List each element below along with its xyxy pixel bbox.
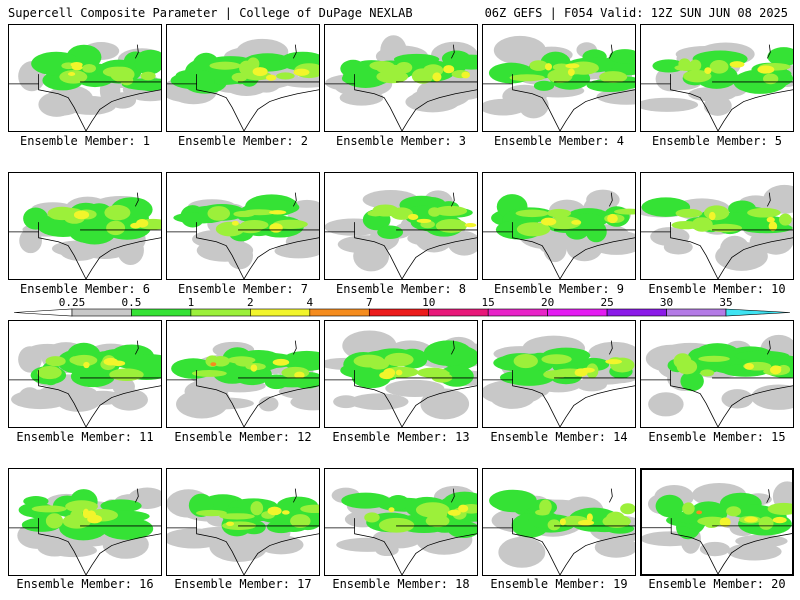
member-map-17 <box>166 468 320 576</box>
member-map-3 <box>324 24 478 132</box>
scp-field-map <box>641 42 793 131</box>
member-map-19 <box>482 468 636 576</box>
legend-tick-label: 15 <box>482 296 495 309</box>
member-map-7 <box>166 172 320 280</box>
scp-field-map <box>483 488 635 575</box>
member-label: Ensemble Member: 13 <box>332 430 470 444</box>
member-label: Ensemble Member: 12 <box>174 430 312 444</box>
legend-swatch <box>666 308 727 317</box>
legend-swatch <box>368 308 430 317</box>
member-map-4 <box>482 24 636 132</box>
scp-field-map <box>642 481 792 574</box>
legend-tick-label: 20 <box>541 296 554 309</box>
legend-swatch <box>428 308 489 317</box>
legend-tick-label: 35 <box>719 296 732 309</box>
legend-swatch <box>250 308 311 317</box>
member-map-18 <box>324 468 478 576</box>
scp-field-map <box>641 334 793 427</box>
legend-swatch <box>606 308 667 317</box>
scp-field-map <box>9 42 161 131</box>
legend-swatch <box>190 308 251 317</box>
scp-field-map <box>325 485 477 575</box>
legend-tick-label: 0.25 <box>59 296 86 309</box>
legend-swatch <box>547 308 608 317</box>
member-map-15 <box>640 320 794 428</box>
member-label: Ensemble Member: 19 <box>490 577 628 591</box>
legend-swatch <box>131 308 192 317</box>
member-map-1 <box>8 24 162 132</box>
legend-tick-label: 4 <box>307 296 314 309</box>
member-label: Ensemble Member: 14 <box>490 430 628 444</box>
member-map-6 <box>8 172 162 280</box>
legend-swatch <box>309 308 370 317</box>
legend-tick-label: 25 <box>600 296 613 309</box>
member-label: Ensemble Member: 2 <box>177 134 309 148</box>
member-map-9 <box>482 172 636 280</box>
member-map-20 <box>640 468 794 576</box>
member-map-10 <box>640 172 794 280</box>
scp-field-map <box>9 192 161 279</box>
scp-field-map <box>325 190 477 279</box>
model-valid-time: 06Z GEFS | F054 Valid: 12Z SUN JUN 08 20… <box>484 6 788 20</box>
member-label: Ensemble Member: 15 <box>648 430 786 444</box>
scp-field-map <box>167 340 319 427</box>
member-label: Ensemble Member: 4 <box>493 134 625 148</box>
legend-tick-label: 0.5 <box>122 296 142 309</box>
legend-tick-label: 1 <box>188 296 195 309</box>
member-label: Ensemble Member: 5 <box>651 134 783 148</box>
scp-field-map <box>325 35 477 131</box>
legend-tick-label: 10 <box>422 296 435 309</box>
member-label: Ensemble Member: 8 <box>335 282 467 296</box>
legend-swatch <box>71 308 132 317</box>
scp-field-map <box>167 488 319 575</box>
member-label: Ensemble Member: 11 <box>16 430 154 444</box>
member-label: Ensemble Member: 18 <box>332 577 470 591</box>
member-label: Ensemble Member: 17 <box>174 577 312 591</box>
scp-field-map <box>167 192 319 279</box>
member-label: Ensemble Member: 10 <box>648 282 786 296</box>
page-title: Supercell Composite Parameter | College … <box>8 6 413 20</box>
scp-field-map <box>9 340 161 427</box>
member-label: Ensemble Member: 20 <box>648 577 786 591</box>
member-map-16 <box>8 468 162 576</box>
legend-tick-label: 30 <box>660 296 673 309</box>
member-label: Ensemble Member: 16 <box>16 577 154 591</box>
member-map-2 <box>166 24 320 132</box>
legend-arrow-low <box>14 308 73 317</box>
scp-field-map <box>641 184 793 279</box>
member-label: Ensemble Member: 3 <box>335 134 467 148</box>
legend-arrow-high <box>725 308 790 317</box>
member-label: Ensemble Member: 1 <box>19 134 151 148</box>
member-map-14 <box>482 320 636 428</box>
legend-swatch <box>487 308 548 317</box>
scp-field-map <box>483 189 635 279</box>
scp-field-map <box>483 35 635 131</box>
member-map-5 <box>640 24 794 132</box>
member-label: Ensemble Member: 7 <box>177 282 309 296</box>
scp-field-map <box>483 335 635 427</box>
color-legend: 0.25 0.5 1 2 4 7 10 15 20 25 30 35 <box>14 296 790 317</box>
legend-tick-label: 7 <box>366 296 373 309</box>
member-map-11 <box>8 320 162 428</box>
scp-field-map <box>9 487 161 575</box>
member-label: Ensemble Member: 9 <box>493 282 625 296</box>
scp-field-map <box>325 330 477 427</box>
member-map-8 <box>324 172 478 280</box>
member-label: Ensemble Member: 6 <box>19 282 151 296</box>
member-map-13 <box>324 320 478 428</box>
member-map-12 <box>166 320 320 428</box>
legend-tick-label: 2 <box>247 296 254 309</box>
scp-field-map <box>167 38 319 131</box>
